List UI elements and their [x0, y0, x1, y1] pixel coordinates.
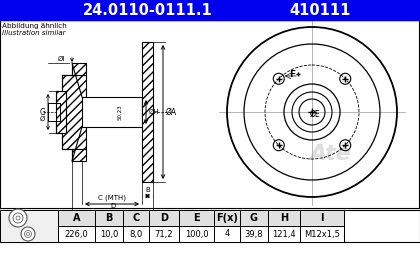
Text: A: A [73, 213, 80, 223]
Text: Abbildung ähnlich: Abbildung ähnlich [2, 23, 67, 29]
Text: 100,0: 100,0 [185, 230, 208, 239]
Text: F(x): F(x) [216, 213, 238, 223]
Text: 226,0: 226,0 [65, 230, 88, 239]
Text: 410111: 410111 [289, 3, 351, 18]
Text: 71,2: 71,2 [155, 230, 173, 239]
Text: B: B [145, 187, 150, 193]
Text: C (MTH): C (MTH) [98, 195, 126, 201]
Text: F: F [289, 69, 295, 78]
Bar [82, 97, 142, 127]
Bar [0, 210, 58, 242]
Text: G: G [39, 108, 45, 116]
Text: D: D [160, 213, 168, 223]
Bar [0, 0, 420, 20]
Bar [58, 226, 344, 242]
Text: 24.0110-0111.1: 24.0110-0111.1 [83, 3, 213, 18]
Text: 39,8: 39,8 [245, 230, 263, 239]
Bar [72, 149, 86, 161]
Bar [56, 91, 66, 133]
Text: G: G [250, 213, 258, 223]
Text: 4: 4 [224, 230, 230, 239]
Circle shape [9, 209, 27, 227]
Text: D: D [110, 203, 115, 209]
Text: ØE: ØE [310, 109, 320, 118]
Bar [142, 42, 153, 182]
Text: 121,4: 121,4 [272, 230, 296, 239]
Text: E: E [193, 213, 200, 223]
Text: I: I [320, 213, 324, 223]
Text: H: H [280, 213, 288, 223]
Text: ØH: ØH [149, 109, 160, 115]
Bar [0, 210, 420, 242]
Text: ØI: ØI [58, 56, 65, 62]
Circle shape [21, 227, 35, 241]
Text: Ate: Ate [309, 144, 351, 164]
Text: Illustration similar: Illustration similar [2, 30, 66, 36]
Text: 50.23: 50.23 [118, 104, 123, 120]
Text: C: C [132, 213, 139, 223]
Bar [58, 210, 344, 226]
Bar [0, 20, 419, 208]
Text: B: B [105, 213, 113, 223]
Bar [72, 63, 86, 75]
Text: 8,0: 8,0 [129, 230, 143, 239]
Text: 10,0: 10,0 [100, 230, 118, 239]
Text: M12x1,5: M12x1,5 [304, 230, 340, 239]
Bar [62, 75, 86, 149]
Text: ØA: ØA [166, 108, 177, 116]
Text: Ø: Ø [39, 116, 45, 122]
